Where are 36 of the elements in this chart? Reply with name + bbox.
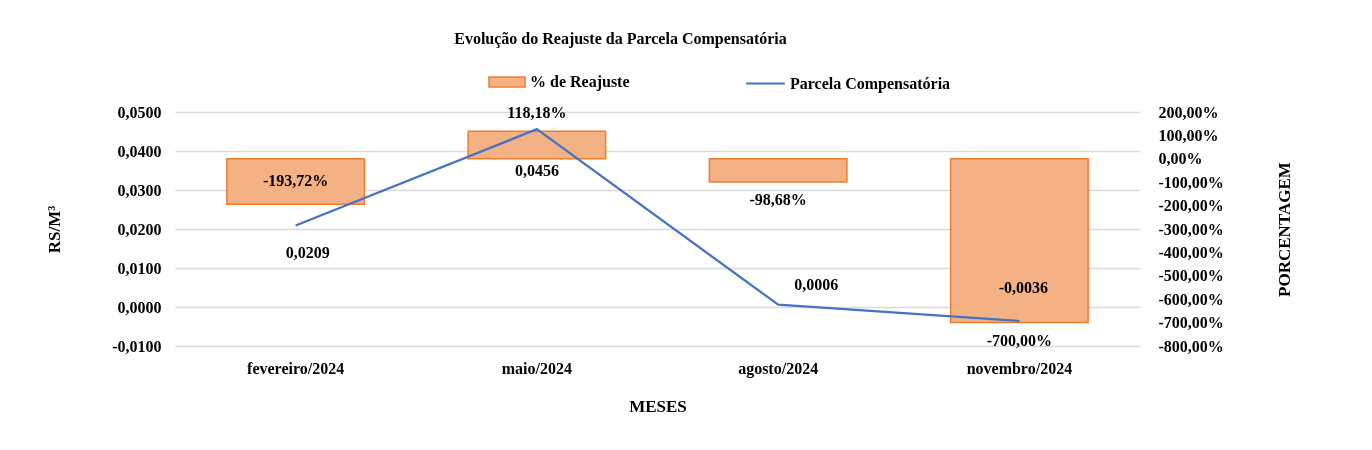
data-label: -98,68% (749, 190, 807, 208)
x-tick-label: agosto/2024 (738, 359, 819, 378)
y2-tick-label: -700,00% (1158, 314, 1224, 332)
y2-tick-label: -800,00% (1158, 337, 1224, 355)
data-label: -0,0036 (998, 279, 1049, 297)
x-tick-label: maio/2024 (501, 359, 572, 377)
y2-tick-label: -100,00% (1158, 173, 1224, 191)
y-tick-label: -0,0100 (112, 337, 162, 355)
x-axis-title: MESES (629, 396, 687, 416)
y-tick-label: 0,0400 (117, 142, 162, 160)
y-tick-label: 0,0200 (117, 220, 162, 238)
y2-tick-label: -600,00% (1158, 290, 1224, 308)
y-axis-title: RS/M³ (45, 205, 65, 254)
data-label: 0,0006 (794, 275, 839, 293)
data-label: -193,72% (262, 172, 329, 190)
legend-label: Parcela Compensatória (790, 74, 951, 93)
y2-tick-label: 200,00% (1158, 103, 1219, 121)
chart-title: Evolução do Reajuste da Parcela Compensatória (454, 30, 787, 48)
y2-tick-label: 0,00% (1158, 150, 1203, 168)
y-tick-label: 0,0500 (117, 103, 162, 121)
x-tick-label: novembro/2024 (966, 359, 1073, 377)
legend-label: % de Reajuste (530, 73, 630, 91)
y2-tick-label: -200,00% (1158, 197, 1224, 215)
y-tick-label: 0,0000 (117, 298, 162, 316)
data-label: 118,18% (507, 104, 567, 122)
y2-tick-label: -400,00% (1158, 243, 1224, 261)
y2-axis-title: PORCENTAGEM (1274, 162, 1294, 297)
y-tick-label: 0,0300 (117, 181, 162, 199)
x-tick-label: fevereiro/2024 (247, 359, 345, 377)
y2-tick-label: -300,00% (1158, 220, 1224, 238)
y-tick-label: 0,0100 (117, 259, 162, 277)
data-label: 0,0209 (285, 244, 330, 262)
data-label: -700,00% (986, 331, 1053, 349)
y2-tick-label: -500,00% (1158, 267, 1224, 285)
y2-tick-label: 100,00% (1158, 126, 1219, 144)
data-label: 0,0456 (514, 162, 559, 180)
